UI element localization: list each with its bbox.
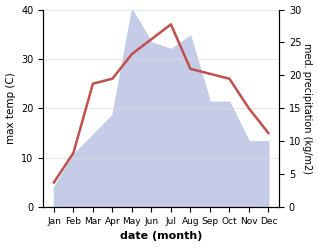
Y-axis label: max temp (C): max temp (C) <box>5 72 16 144</box>
X-axis label: date (month): date (month) <box>120 231 202 242</box>
Y-axis label: med. precipitation (kg/m2): med. precipitation (kg/m2) <box>302 43 313 174</box>
